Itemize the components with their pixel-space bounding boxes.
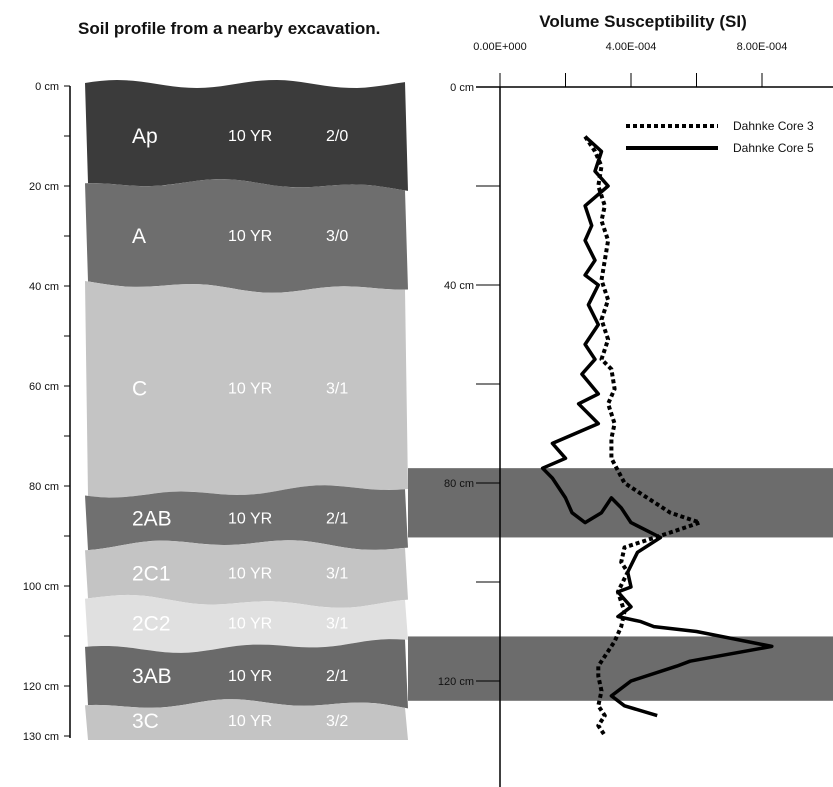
horizon-hue-2AB: 10 YR: [228, 511, 272, 528]
horizon-hue-C: 10 YR: [228, 381, 272, 398]
horizon-hue-2C2: 10 YR: [228, 616, 272, 633]
depth-tick-label: 120 cm: [23, 681, 59, 693]
horizon-hue-3AB: 10 YR: [228, 668, 272, 685]
y-tick-label: 80 cm: [444, 478, 474, 490]
horizon-label-2C2: 2C2: [132, 613, 171, 636]
horizon-label-2AB: 2AB: [132, 508, 172, 531]
horizon-label-3C: 3C: [132, 710, 159, 733]
horizon-value-3C: 3/2: [326, 713, 348, 730]
horizon-A: [85, 179, 408, 293]
profile-title: Soil profile from a nearby excavation.: [78, 19, 380, 38]
horizon-label-3AB: 3AB: [132, 665, 172, 688]
depth-tick-label: 80 cm: [29, 481, 59, 493]
horizon-value-2C1: 3/1: [326, 566, 348, 583]
horizon-Ap: [85, 80, 408, 191]
depth-tick-label: 40 cm: [29, 281, 59, 293]
horizon-2C1: [85, 540, 408, 608]
horizon-3C: [85, 699, 408, 740]
horizon-hue-A: 10 YR: [228, 228, 272, 245]
legend: Dahnke Core 3 Dahnke Core 5: [626, 119, 814, 155]
soil-profile: Ap 10 YR 2/0 A 10 YR 3/0 C 10 YR 3/1 2AB 10 YR 2/1 2…: [85, 80, 408, 740]
depth-tick-label: 20 cm: [29, 181, 59, 193]
horizon-hue-2C1: 10 YR: [228, 566, 272, 583]
depth-tick-label: 130 cm: [23, 731, 59, 743]
chart-title: Volume Susceptibility (SI): [539, 12, 747, 31]
legend-label-2: Dahnke Core 5: [733, 141, 814, 155]
horizon-label-2C1: 2C1: [132, 563, 171, 586]
y-tick-label: 120 cm: [438, 676, 474, 688]
horizon-hue-3C: 10 YR: [228, 713, 272, 730]
y-tick-label: 40 cm: [444, 280, 474, 292]
horizon-value-A: 3/0: [326, 228, 348, 245]
depth-tick-label: 60 cm: [29, 381, 59, 393]
horizon-value-2C2: 3/1: [326, 616, 348, 633]
series-dahnke-core-5: [540, 135, 774, 718]
horizon-label-A: A: [132, 225, 146, 248]
x-tick-label: 0.00E+000: [473, 41, 527, 53]
horizon-value-2AB: 2/1: [326, 511, 348, 528]
x-tick-label: 4.00E-004: [606, 41, 657, 53]
series-dahnke-core-3: [583, 135, 702, 737]
horizon-label-C: C: [132, 378, 147, 401]
horizon-value-C: 3/1: [326, 381, 348, 398]
chart-lines: [540, 135, 774, 737]
shaded-band-1: [408, 468, 833, 538]
depth-axis: 0 cm 20 cm 40 cm 60 cm 80 cm 100 cm 120 cm 130 …: [23, 81, 71, 743]
horizon-label-Ap: Ap: [132, 125, 158, 148]
horizon-value-3AB: 2/1: [326, 668, 348, 685]
horizon-2AB: [85, 485, 408, 551]
y-tick-label: 0 cm: [450, 82, 474, 94]
depth-tick-label: 100 cm: [23, 581, 59, 593]
chart-axes: 0.00E+000 4.00E-004 8.00E-004 0 cm 40 cm 80 c…: [438, 41, 833, 787]
depth-tick-label: 0 cm: [35, 81, 59, 93]
horizon-hue-Ap: 10 YR: [228, 128, 272, 145]
legend-label-1: Dahnke Core 3: [733, 119, 814, 133]
horizon-value-Ap: 2/0: [326, 128, 348, 145]
horizon-3AB: [85, 639, 408, 709]
horizon-2C2: [85, 595, 408, 653]
horizon-C: [85, 281, 408, 498]
x-tick-label: 8.00E-004: [737, 41, 788, 53]
